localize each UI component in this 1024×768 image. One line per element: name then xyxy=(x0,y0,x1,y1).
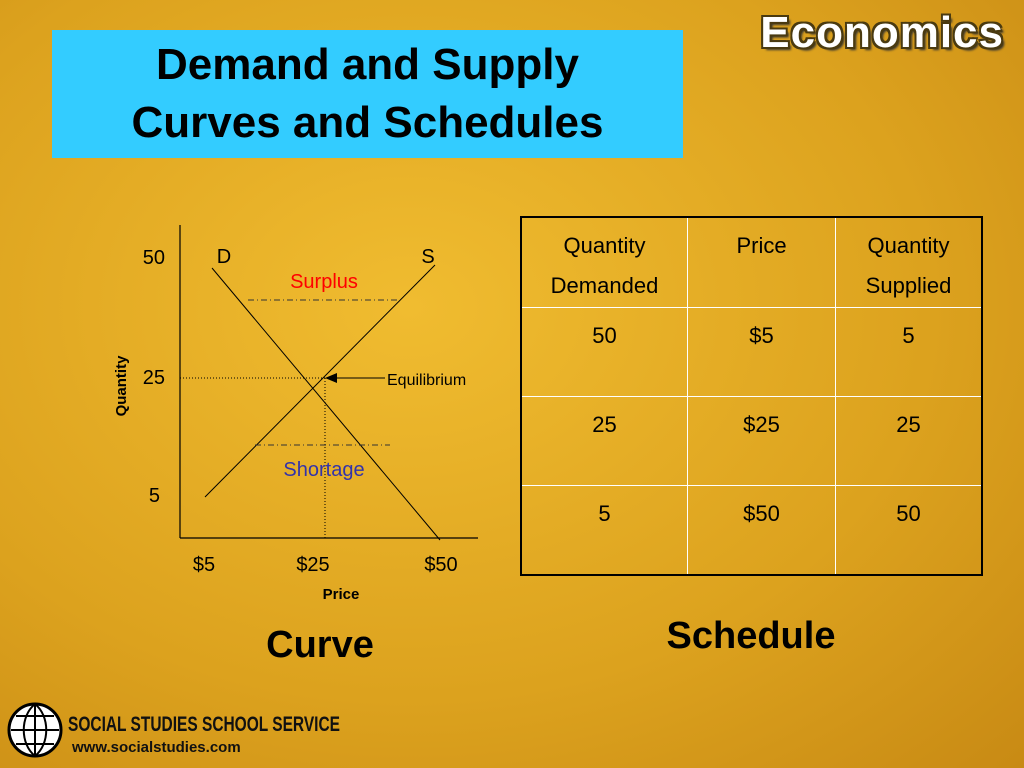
schedule-caption: Schedule xyxy=(667,615,836,657)
url: www.socialstudies.com xyxy=(71,739,241,756)
header-cell: Price xyxy=(687,216,836,308)
title-line: Demand and Supply xyxy=(156,40,579,89)
badge: Economics xyxy=(760,8,1004,57)
y-label: 25 xyxy=(143,367,165,389)
cell: 50 xyxy=(835,484,983,576)
header-text: Supplied xyxy=(865,273,952,298)
arrow-head xyxy=(325,373,337,383)
header-text: Quantity xyxy=(563,233,646,258)
header-cell: Quantity Supplied xyxy=(835,216,983,308)
supply-label: S xyxy=(421,246,434,268)
demand-label: D xyxy=(217,246,231,268)
title-box: Demand and Supply Curves and Schedules xyxy=(52,30,683,158)
cell: 5 xyxy=(835,307,983,397)
x-label: $5 xyxy=(193,554,215,576)
title-line: Curves and Schedules xyxy=(131,98,604,147)
shortage-label: Shortage xyxy=(283,459,364,481)
demand-curve xyxy=(211,267,441,541)
cell: 50 xyxy=(520,307,688,397)
row: 5 $50 50 xyxy=(520,484,983,576)
equilibrium-label: Equilibrium xyxy=(387,372,466,389)
row: 50 $5 5 xyxy=(520,307,983,397)
x-axis-title: Price xyxy=(323,586,360,603)
cell: $25 xyxy=(687,395,836,486)
row: 25 $25 25 xyxy=(520,395,983,486)
header-cell: Quantity Demanded xyxy=(520,216,688,308)
schedule-table: Quantity Demanded Price Quantity Supplied … xyxy=(520,216,983,576)
y-label: 50 xyxy=(143,247,165,269)
curve-caption: Curve xyxy=(266,624,374,666)
header-text: Price xyxy=(736,233,787,258)
brand: SOCIAL STUDIES SCHOOL SERVICE xyxy=(68,713,340,736)
logo-grid xyxy=(11,703,59,757)
header-text: Quantity xyxy=(867,233,950,258)
header-text: Demanded xyxy=(550,273,659,298)
x-label: $25 xyxy=(296,554,329,576)
cell: $50 xyxy=(687,484,836,576)
y-label: 5 xyxy=(149,485,160,507)
x-label: $50 xyxy=(424,554,457,576)
cell: $5 xyxy=(687,307,836,397)
cell: 25 xyxy=(520,395,688,486)
supply-curve xyxy=(204,264,436,498)
cell: 5 xyxy=(520,484,688,576)
y-axis-title: Quantity xyxy=(113,355,130,416)
cell: 25 xyxy=(835,395,983,486)
header-row: Quantity Demanded Price Quantity Supplied xyxy=(520,216,983,308)
surplus-label: Surplus xyxy=(290,271,358,293)
